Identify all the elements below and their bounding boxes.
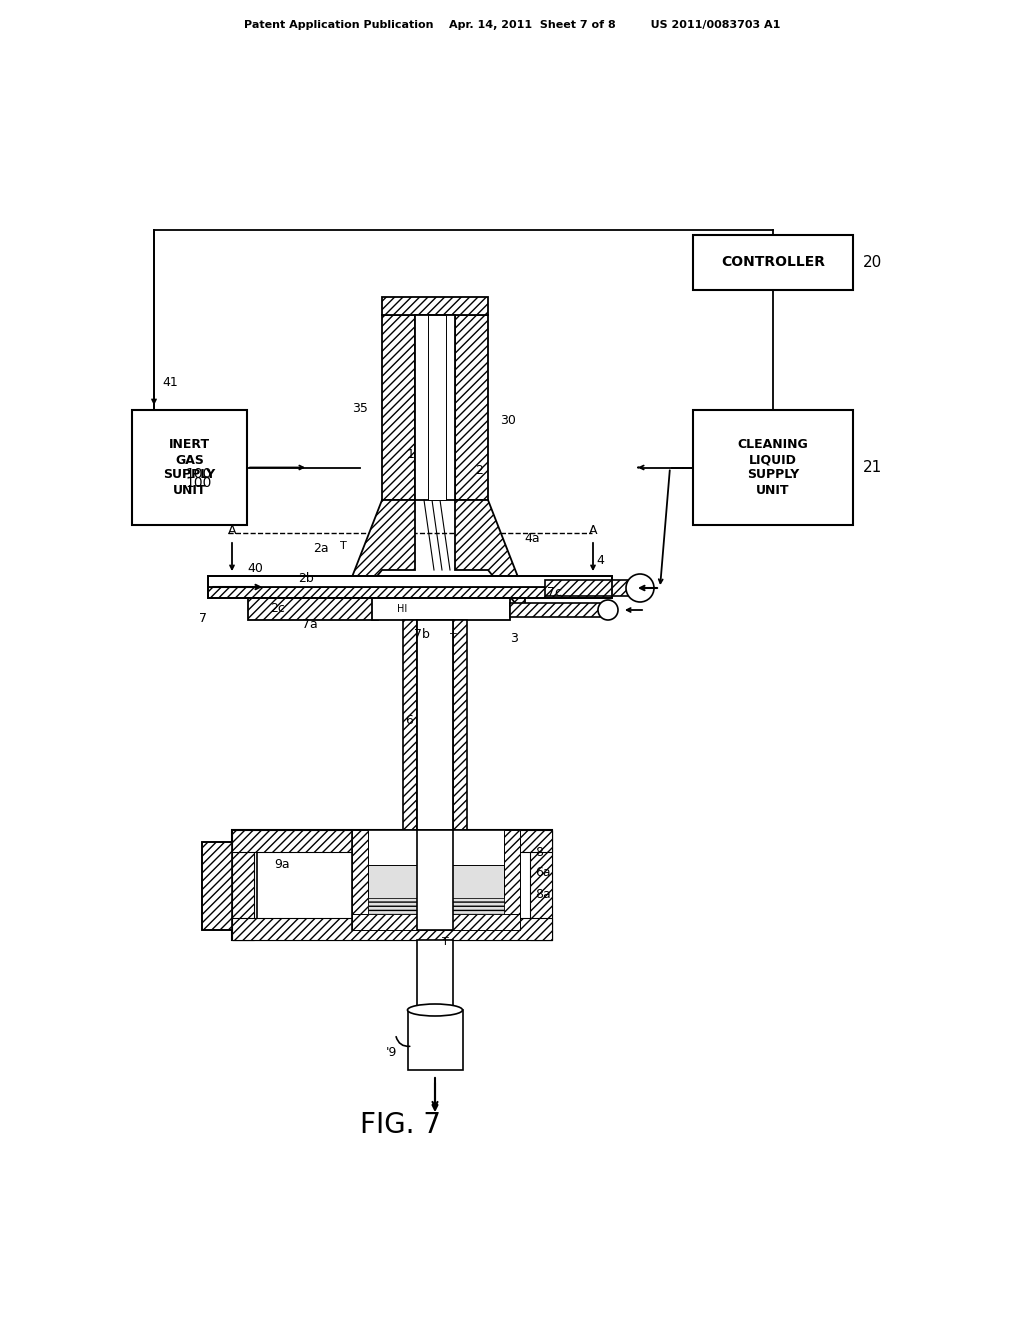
Bar (132, 411, 247, 525)
Text: 7a: 7a (302, 619, 318, 631)
Text: 6: 6 (406, 714, 413, 726)
Text: FIG. 7: FIG. 7 (359, 1111, 440, 1139)
Text: T: T (441, 937, 449, 946)
Bar (352, 830, 368, 931)
Bar (693, 411, 853, 525)
Bar (208, 576, 612, 587)
Bar (232, 830, 552, 940)
Text: A: A (589, 524, 597, 536)
Text: 6a: 6a (535, 866, 551, 879)
Bar (202, 842, 232, 931)
Bar (372, 598, 510, 620)
Bar (202, 842, 257, 931)
Text: A: A (227, 524, 237, 536)
Bar (455, 315, 488, 500)
Bar (417, 940, 453, 1010)
Bar (453, 620, 467, 830)
Bar (504, 830, 520, 931)
Bar (208, 576, 612, 598)
Text: 2c: 2c (270, 602, 285, 615)
Text: 30: 30 (500, 413, 516, 426)
Text: 20: 20 (863, 255, 883, 271)
Circle shape (598, 601, 618, 620)
Text: 40: 40 (247, 561, 263, 574)
Bar (403, 620, 417, 830)
Text: 21: 21 (863, 459, 883, 475)
Bar (248, 598, 378, 620)
Bar (415, 315, 455, 500)
Text: 2b: 2b (298, 572, 313, 585)
Text: 35: 35 (352, 401, 368, 414)
Text: T: T (450, 634, 457, 643)
Circle shape (626, 574, 654, 602)
Ellipse shape (408, 1005, 463, 1016)
Bar (232, 830, 552, 851)
Text: 4: 4 (596, 553, 604, 566)
Bar (208, 587, 612, 598)
Bar (417, 620, 453, 830)
Bar (382, 297, 488, 315)
Bar (368, 898, 504, 913)
Text: Patent Application Publication    Apr. 14, 2011  Sheet 7 of 8         US 2011/00: Patent Application Publication Apr. 14, … (244, 20, 780, 30)
Text: HI: HI (397, 605, 408, 614)
Text: 4a: 4a (524, 532, 540, 544)
Bar (417, 830, 453, 931)
Bar (232, 830, 254, 940)
Text: 1: 1 (408, 449, 415, 462)
Text: 7c: 7c (548, 586, 562, 598)
Text: INERT
GAS
SUPPLY
UNIT: INERT GAS SUPPLY UNIT (164, 438, 216, 496)
Bar (693, 235, 853, 290)
Text: CLEANING
LIQUID
SUPPLY
UNIT: CLEANING LIQUID SUPPLY UNIT (737, 438, 808, 496)
Text: 8a: 8a (535, 888, 551, 902)
Bar (352, 830, 520, 931)
Text: '9: '9 (386, 1045, 397, 1059)
Bar (232, 917, 552, 940)
Text: T: T (340, 541, 346, 550)
Text: 100: 100 (185, 467, 211, 480)
Bar (368, 865, 504, 913)
Text: CONTROLLER: CONTROLLER (721, 256, 825, 269)
Text: 2: 2 (475, 463, 483, 477)
Text: 2a: 2a (313, 541, 329, 554)
Text: 41: 41 (162, 375, 178, 388)
Text: 7: 7 (199, 611, 207, 624)
Bar (545, 579, 635, 597)
Text: 9a: 9a (274, 858, 290, 871)
Text: 7b: 7b (414, 628, 430, 642)
Polygon shape (345, 500, 415, 615)
Bar (428, 315, 446, 500)
Text: 3: 3 (510, 631, 518, 644)
Text: 100: 100 (185, 477, 211, 490)
Polygon shape (455, 500, 525, 615)
Bar (530, 830, 552, 940)
Bar (352, 913, 520, 931)
Bar (408, 1010, 463, 1071)
Bar (382, 315, 415, 500)
Text: 8: 8 (535, 846, 543, 858)
Bar (510, 603, 600, 616)
